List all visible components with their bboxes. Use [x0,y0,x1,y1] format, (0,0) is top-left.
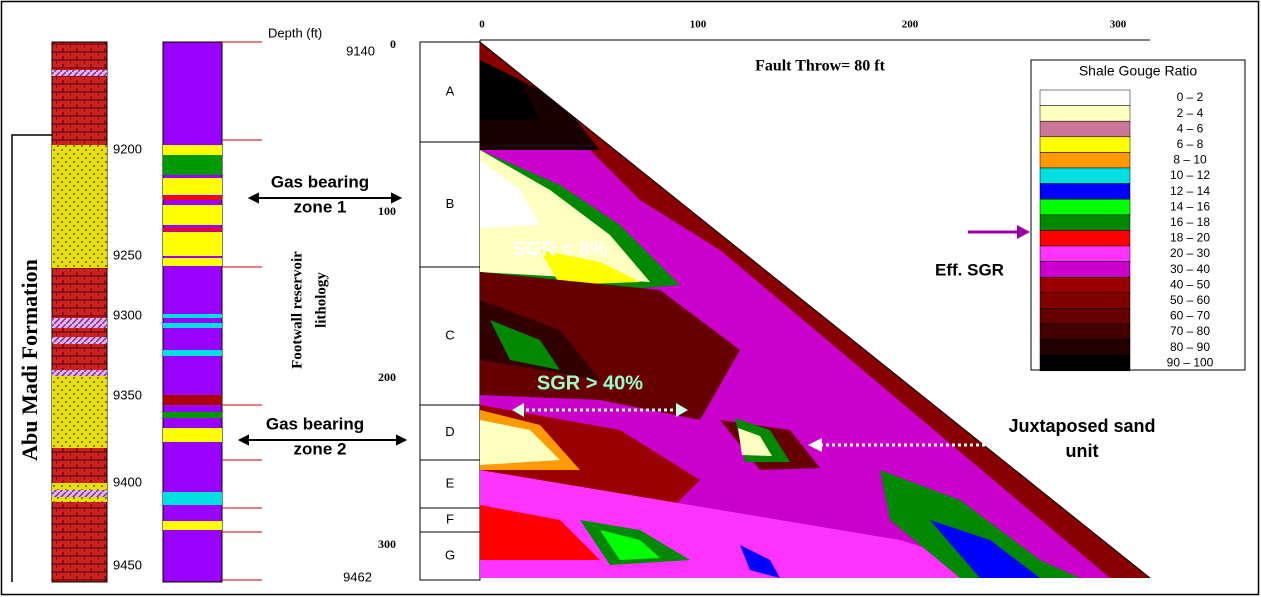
sand-band [163,323,222,328]
legend-label: 2 – 4 [1177,106,1204,120]
lithology-band [52,370,107,376]
sand-band [163,428,222,442]
legend-swatch [1040,215,1130,231]
sand-band [163,492,222,505]
sgr-high: SGR > 40% [537,372,643,394]
zone-label: A [446,83,455,98]
depth-label: 9200 [113,141,142,156]
sand-band [163,155,222,175]
juxtaposed-label: Juxtaposed sand [1008,416,1155,436]
depth-label: 9450 [113,557,142,572]
throw-tick-label: 100 [378,204,396,218]
sgr-low: SGR < 8% [512,238,607,260]
legend-label: 8 – 10 [1173,153,1207,167]
depth-axis-label: Depth (ft) [268,25,322,40]
depth-label: 9250 [113,247,142,262]
legend-label: 90 – 100 [1167,355,1214,369]
zone-label: G [445,547,455,562]
legend-label: 6 – 8 [1177,137,1204,151]
lithology-band [52,375,107,448]
arrow-head [1017,225,1030,239]
sand-band [163,196,222,200]
legend-label: 40 – 50 [1170,277,1210,291]
formation-label: Abu Madi Formation [17,259,42,461]
legend-label: 0 – 2 [1177,90,1204,104]
legend-swatch [1040,184,1130,200]
sand-band [163,228,222,231]
depth-label: 9400 [113,474,142,489]
legend-swatch [1040,152,1130,168]
legend-swatch [1040,308,1130,324]
legend-label: 4 – 6 [1177,121,1204,135]
legend-swatch [1040,106,1130,122]
legend-swatch [1040,355,1130,371]
bottom-depth: 9462 [343,569,372,584]
legend-swatch [1040,230,1130,246]
depth-label: 9350 [113,387,142,402]
sand-band [163,258,222,266]
legend-label: 18 – 20 [1170,231,1210,245]
footwall-label: lithology [313,272,329,328]
throw-tick-label: 300 [378,537,396,551]
legend-label: 14 – 16 [1170,199,1210,213]
sand-band [163,205,222,225]
legend-label: 50 – 60 [1170,293,1210,307]
legend-swatch [1040,168,1130,184]
throw-tick-label: 0 [390,37,396,51]
sand-band [163,145,222,155]
zone-label: B [446,196,455,211]
top-tick-label: 100 [690,19,707,31]
legend-label: 80 – 90 [1170,340,1210,354]
top-tick-label: 200 [902,19,919,31]
sand-band [163,395,222,405]
top-tick-label: 300 [1110,19,1127,31]
legend-label: 20 – 30 [1170,246,1210,260]
top-tick-label: 0 [479,19,485,31]
legend-label: 70 – 80 [1170,324,1210,338]
lithology-band [52,490,107,497]
legend-label: 12 – 14 [1170,184,1210,198]
legend-title: Shale Gouge Ratio [1079,63,1198,79]
legend-label: 10 – 12 [1170,168,1210,182]
top-depth: 9140 [346,43,375,58]
zone-label: F [446,511,454,526]
depth-label: 9300 [113,307,142,322]
legend-swatch [1040,90,1130,106]
gas-zone-label: Gas bearing [266,414,364,433]
legend-swatch [1040,199,1130,215]
eff-sgr: Eff. SGR [935,260,1004,279]
legend-swatch [1040,277,1130,293]
zone-label: E [446,475,455,490]
legend-swatch [1040,246,1130,262]
legend-swatch [1040,293,1130,309]
legend-swatch [1040,340,1130,356]
fault-throw: Fault Throw= 80 ft [755,58,886,75]
gas-zone-label: Gas bearing [271,172,369,191]
footwall-label: Footwall reservoir [289,251,305,369]
lithology-band [52,145,107,268]
legend-label: 60 – 70 [1170,309,1210,323]
legend-swatch [1040,262,1130,278]
gas-zone-label: zone 1 [294,197,347,216]
legend-swatch [1040,137,1130,153]
gas-zone-label: zone 2 [294,439,347,458]
zone-label: D [445,424,454,439]
sand-band [163,350,222,356]
throw-tick-label: 200 [378,370,396,384]
legend-label: 30 – 40 [1170,262,1210,276]
sand-band [163,232,222,256]
lithology-band [52,318,107,328]
sand-band [163,314,222,318]
sand-band [163,178,222,195]
legend-label: 16 – 18 [1170,215,1210,229]
sand-band [163,412,222,418]
figure: Abu Madi Formation 9200 9250 9300 9350 9400 94… [0,0,1261,597]
sand-band [163,521,222,530]
legend-swatch [1040,324,1130,340]
legend-swatch [1040,121,1130,137]
zone-label: C [445,327,454,342]
juxtaposed-label: unit [1066,441,1099,461]
lithology-band [52,337,107,344]
lithology-band [52,70,107,76]
